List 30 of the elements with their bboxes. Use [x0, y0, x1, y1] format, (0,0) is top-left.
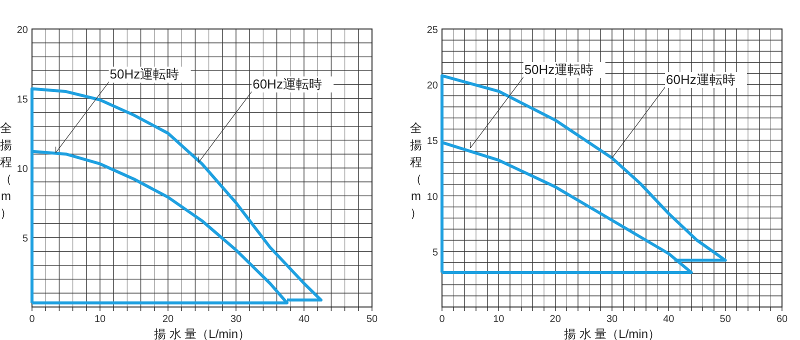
y-tick-label: 25 — [426, 25, 438, 36]
y-tick-label: 10 — [426, 192, 438, 203]
annotation: 60Hz運転時 — [252, 76, 322, 92]
x-tick-label: 0 — [29, 314, 36, 325]
x-tick-label: 50 — [720, 314, 732, 325]
y-axis-title: 全揚程（m） — [0, 121, 12, 220]
x-tick-label: 10 — [94, 314, 106, 325]
x-tick-label: 60 — [776, 314, 788, 325]
x-tick-label: 40 — [298, 314, 310, 325]
y-tick-label: 10 — [16, 164, 28, 175]
annotation: 60Hz運転時 — [666, 72, 736, 87]
x-tick-label: 30 — [606, 314, 618, 325]
y-tick-label: 20 — [16, 25, 28, 36]
y-tick-label: 20 — [426, 80, 438, 92]
annotation: 50Hz運転時 — [524, 62, 594, 77]
x-tick-label: 50 — [366, 314, 378, 325]
x-tick-label: 0 — [439, 314, 446, 325]
y-tick-label: 15 — [16, 94, 28, 106]
x-axis-title: 揚 水 量（L/min） — [564, 327, 660, 340]
y-tick-label: 5 — [432, 247, 438, 258]
y-axis-title: 全揚程（m） — [410, 121, 422, 220]
x-tick-label: 20 — [162, 314, 174, 325]
x-tick-label: 30 — [230, 314, 242, 325]
x-axis-title: 揚 水 量（L/min） — [154, 327, 250, 340]
x-tick-label: 10 — [493, 314, 505, 325]
x-tick-label: 20 — [550, 314, 562, 325]
y-tick-label: 5 — [22, 234, 28, 244]
annotation: 50Hz運転時 — [110, 66, 180, 82]
x-tick-label: 40 — [663, 314, 675, 325]
y-tick-label: 15 — [426, 136, 438, 148]
